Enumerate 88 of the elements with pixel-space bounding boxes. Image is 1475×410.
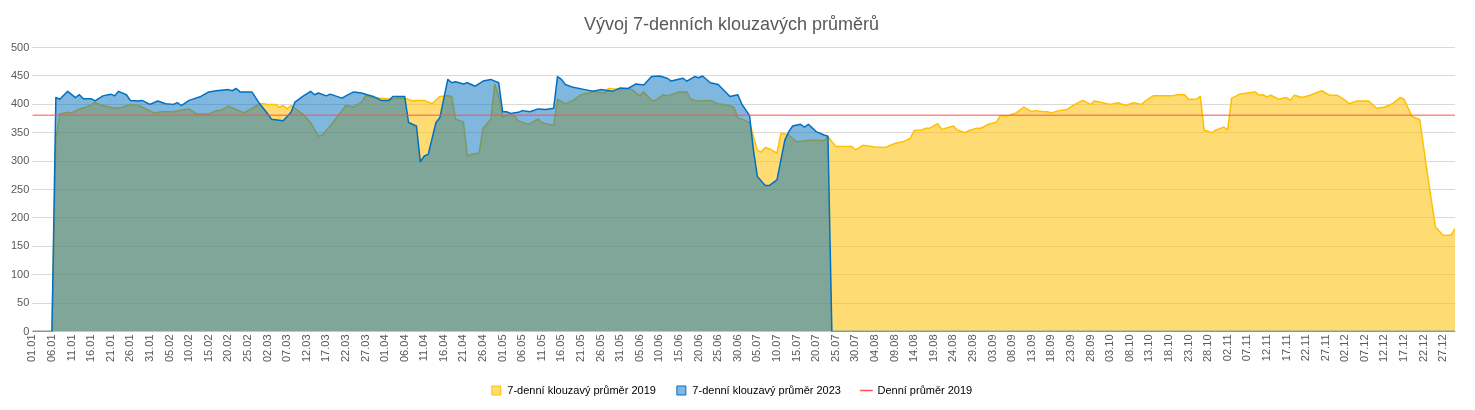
x-tick-label: 26.05 [593, 334, 606, 362]
x-tick-label: 11.05 [534, 334, 547, 362]
x-tick-label: 22.12 [1416, 334, 1429, 362]
x-tick-label: 08.10 [1122, 334, 1135, 362]
x-tick-label: 31.01 [142, 334, 155, 362]
x-tick-label: 15.07 [789, 334, 802, 362]
y-tick-label: 50 [17, 296, 30, 309]
x-tick-label: 20.02 [221, 334, 234, 362]
x-tick-label: 11.01 [64, 334, 77, 362]
x-tick-label: 06.04 [397, 334, 410, 362]
x-tick-label: 05.02 [162, 334, 175, 362]
x-tick-label: 05.06 [632, 334, 645, 362]
x-tick-label: 15.06 [672, 334, 685, 362]
x-tick-label: 10.06 [652, 334, 665, 362]
x-tick-label: 18.10 [1161, 334, 1174, 362]
x-tick-label: 13.10 [1142, 334, 1155, 362]
y-tick-label: 250 [10, 182, 30, 195]
x-tick-label: 17.11 [1279, 334, 1292, 362]
x-tick-label: 19.08 [926, 334, 939, 362]
x-tick-label: 17.12 [1397, 334, 1410, 362]
x-tick-label: 16.01 [84, 334, 97, 362]
x-tick-label: 30.06 [730, 334, 743, 362]
x-tick-label: 01.05 [495, 334, 508, 362]
x-tick-label: 20.06 [691, 334, 704, 362]
x-tick-label: 06.01 [44, 334, 57, 362]
x-tick-label: 28.09 [1083, 334, 1096, 362]
x-tick-label: 09.08 [887, 334, 900, 362]
x-tick-label: 12.11 [1259, 334, 1272, 362]
x-tick-label: 11.04 [417, 334, 430, 362]
x-tick-label: 27.11 [1318, 334, 1331, 362]
y-tick-label: 500 [10, 40, 30, 53]
x-tick-label: 16.05 [554, 334, 567, 362]
x-tick-label: 26.04 [476, 334, 489, 362]
chart-title: Vývoj 7-denních klouzavých průměrů [583, 13, 880, 34]
legend-label: Denní průměr 2019 [877, 383, 973, 396]
x-tick-label: 02.03 [260, 334, 273, 362]
x-tick-label: 25.06 [711, 334, 724, 362]
x-tick-label: 04.08 [868, 334, 880, 362]
y-tick-label: 450 [10, 69, 30, 82]
x-tick-label: 27.03 [358, 334, 371, 362]
y-tick-label: 400 [10, 97, 30, 110]
x-tick-label: 29.08 [965, 334, 978, 362]
x-tick-label: 16.04 [436, 334, 449, 362]
x-tick-label: 22.11 [1299, 334, 1312, 362]
x-tick-label: 15.02 [201, 334, 214, 362]
x-tick-label: 18.09 [1044, 334, 1057, 362]
x-tick-label: 30.07 [848, 334, 861, 362]
x-tick-label: 28.10 [1201, 334, 1214, 362]
y-tick-label: 200 [10, 210, 30, 223]
x-tick-label: 17.03 [319, 334, 332, 362]
x-tick-label: 07.03 [280, 334, 293, 362]
x-tick-label: 07.12 [1357, 334, 1370, 362]
x-tick-label: 23.10 [1181, 334, 1194, 362]
x-tick-label: 27.12 [1436, 334, 1449, 362]
y-tick-label: 150 [10, 239, 30, 252]
x-tick-label: 03.09 [985, 334, 998, 362]
x-tick-label: 07.11 [1240, 334, 1253, 362]
x-tick-label: 21.01 [103, 334, 116, 362]
x-tick-label: 12.12 [1377, 334, 1390, 362]
x-tick-label: 01.04 [378, 334, 391, 362]
x-tick-label: 12.03 [299, 334, 312, 362]
x-tick-label: 24.08 [946, 334, 959, 362]
x-tick-label: 21.05 [574, 334, 587, 362]
legend-label: 7-denní klouzavý průměr 2019 [507, 383, 656, 396]
x-tick-label: 10.07 [770, 334, 783, 362]
x-tick-label: 20.07 [809, 334, 822, 362]
x-tick-label: 08.09 [1005, 334, 1018, 362]
y-tick-label: 300 [10, 154, 30, 167]
x-tick-label: 21.04 [456, 334, 469, 362]
x-tick-label: 06.05 [515, 334, 528, 362]
y-tick-label: 350 [10, 125, 30, 138]
x-tick-label: 02.11 [1220, 334, 1233, 362]
x-tick-label: 01.01 [25, 334, 38, 362]
x-tick-label: 25.07 [828, 334, 841, 362]
legend-label: 7-denní klouzavý průměr 2023 [692, 383, 841, 396]
y-tick-label: 100 [10, 267, 30, 280]
x-tick-label: 05.07 [750, 334, 763, 362]
x-tick-label: 26.01 [123, 334, 136, 362]
x-tick-label: 13.09 [1024, 334, 1037, 362]
x-tick-label: 02.12 [1338, 334, 1351, 362]
x-tick-label: 25.02 [240, 334, 253, 362]
x-tick-label: 10.02 [182, 334, 195, 362]
x-tick-label: 31.05 [613, 334, 626, 362]
x-tick-label: 03.10 [1103, 334, 1116, 362]
x-tick-label: 14.08 [907, 334, 920, 362]
y-tick-label: 0 [23, 324, 30, 337]
x-tick-label: 22.03 [338, 334, 351, 362]
x-tick-label: 23.09 [1063, 334, 1076, 362]
